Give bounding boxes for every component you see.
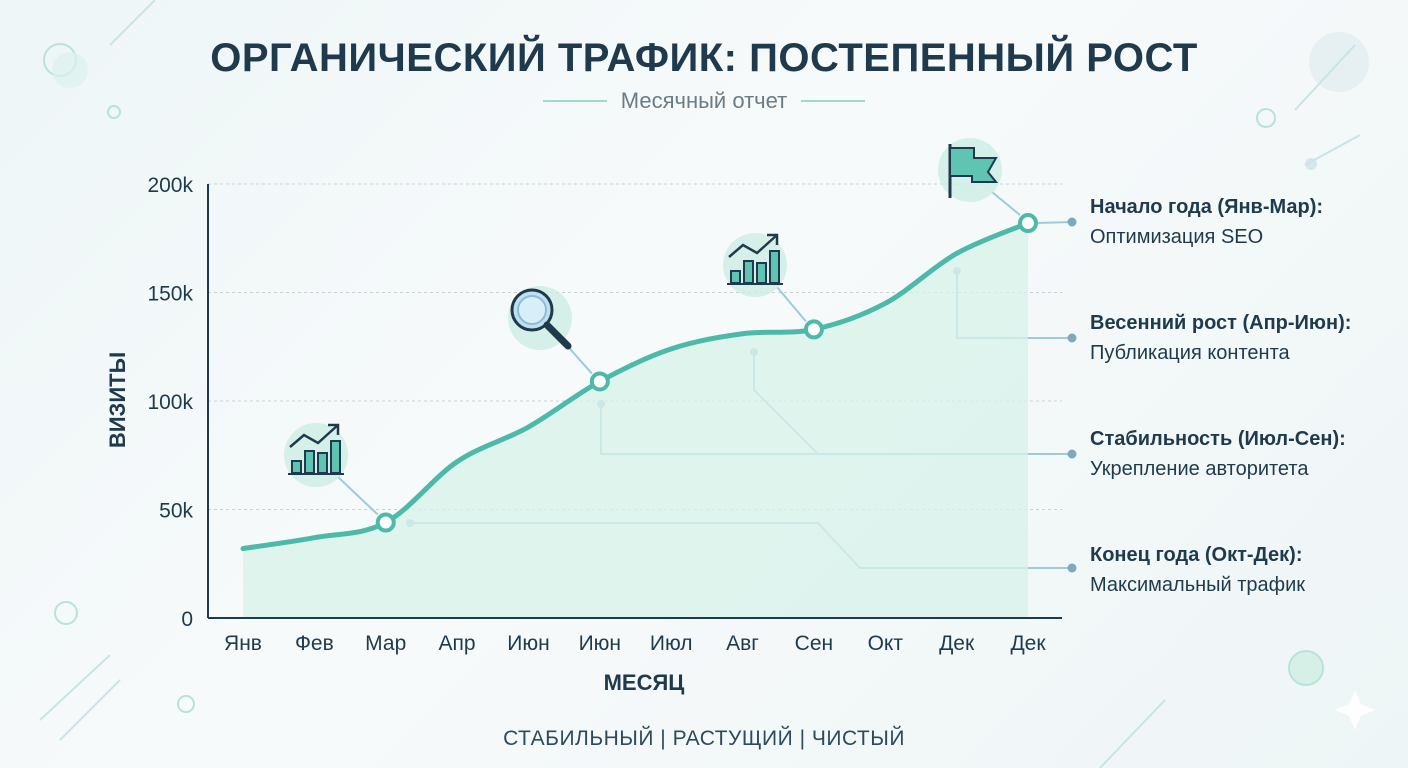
connector-end-dot — [1067, 217, 1077, 227]
icon-trend-line — [728, 234, 778, 258]
icon-bar — [317, 452, 328, 474]
connector-line — [1037, 221, 1073, 225]
icon-arrow-head — [328, 423, 340, 435]
magnifier-icon — [510, 288, 572, 350]
x-axis-title: МЕСЯЦ — [604, 670, 685, 695]
decor-line — [1294, 44, 1356, 111]
milestone-markers — [375, 213, 1038, 533]
icon-flag-cloth — [949, 147, 999, 183]
annotation-q1-head: Начало года (Янв-Мар): — [1090, 196, 1324, 218]
milestone-marker — [375, 512, 396, 533]
x-tick-label: Окт — [868, 632, 904, 655]
y-axis-title: ВИЗИТЫ — [105, 352, 130, 448]
subtitle-rule-right — [801, 100, 866, 102]
milestone-marker — [1018, 213, 1038, 234]
x-tick-label: Дек — [1010, 632, 1046, 655]
subtitle-row: Месячный отчет — [0, 88, 1408, 114]
chart-title: ОРГАНИЧЕСКИЙ ТРАФИК: ПОСТЕПЕННЫЙ РОСТ — [210, 36, 1198, 80]
icon-trend-line — [289, 424, 339, 448]
annotation-q4-desc: Максимальный трафик — [1090, 574, 1306, 596]
icon-lens-inner — [517, 295, 547, 325]
subtitle-rule-left — [542, 100, 607, 102]
annotation-q3-head: Стабильность (Июл-Сен): — [1090, 428, 1346, 450]
decor-line — [1304, 134, 1361, 166]
decor-circle — [107, 105, 121, 119]
annotation-q2: Весенний рост (Апр-Июн): Публикация конт… — [1090, 308, 1390, 368]
footer-tagline: СТАБИЛЬНЫЙ | РАСТУЩИЙ | ЧИСТЫЙ — [503, 727, 905, 750]
decor-circle — [54, 601, 78, 625]
connector-end-dot — [1067, 563, 1077, 573]
x-tick-label: Июл — [650, 632, 693, 655]
flag-icon — [948, 144, 999, 198]
icon-arrow-head — [767, 233, 779, 245]
x-tick-label: Авг — [726, 632, 759, 655]
milestone-marker — [803, 319, 824, 340]
y-tick-label: 0 — [181, 608, 193, 631]
decor-circle — [1256, 108, 1276, 128]
bar-chart-growth-icon — [727, 233, 783, 285]
decor-line — [39, 654, 111, 721]
x-tick-label: Сен — [795, 632, 833, 655]
icon-bar — [743, 260, 754, 284]
y-tick-labels: 0 50k 100k 150k 200k — [147, 174, 193, 631]
background-decorations — [39, 0, 1375, 768]
annotation-q1-desc: Оптимизация SEO — [1090, 226, 1264, 248]
traffic-area-fill — [243, 223, 1028, 618]
x-tick-label: Янв — [224, 632, 262, 655]
annotation-q1: Начало года (Янв-Мар): Оптимизация SEO — [1090, 192, 1390, 252]
sparkle-icon — [1335, 690, 1375, 730]
annotation-q3-desc: Укрепление авторитета — [1090, 458, 1309, 480]
decor-line — [1099, 699, 1166, 768]
milestone-icons — [284, 138, 1021, 516]
decor-circle — [1288, 650, 1324, 686]
annotation-q2-head: Весенний рост (Апр-Июн): — [1090, 312, 1352, 334]
connector-end-dot — [1067, 449, 1077, 459]
icon-bar — [291, 460, 302, 474]
icon-bar — [730, 270, 741, 284]
bar-chart-growth-icon — [288, 423, 344, 475]
annotation-q2-desc: Публикация контента — [1090, 342, 1290, 364]
x-tick-label: Дек — [939, 632, 975, 655]
icon-leader-line — [337, 476, 379, 516]
connector-end-dot — [1067, 333, 1077, 343]
decor-circle — [177, 695, 195, 713]
y-tick-label: 50k — [159, 500, 193, 523]
x-tick-label: Июн — [507, 632, 549, 655]
icon-bar — [304, 450, 315, 474]
x-tick-label: Июн — [579, 632, 621, 655]
annotation-q3: Стабильность (Июл-Сен): Укрепление автор… — [1090, 424, 1390, 484]
icon-leader-line — [776, 286, 807, 323]
decor-circle — [52, 52, 88, 88]
annotation-q4-head: Конец года (Окт-Дек): — [1090, 544, 1303, 566]
decor-line — [109, 0, 156, 46]
icon-bar — [769, 250, 780, 284]
annotation-q4: Конец года (Окт-Дек): Максимальный трафи… — [1090, 540, 1390, 600]
milestone-marker — [589, 371, 610, 392]
chart-axes — [207, 184, 1062, 619]
icon-handle — [543, 321, 572, 350]
x-tick-labels: Янв Фев Мар Апр Июн Июн Июл Авг Сен Окт Дек Дек — [224, 632, 1046, 655]
y-tick-label: 200k — [147, 174, 193, 197]
x-tick-label: Фев — [295, 632, 334, 655]
x-tick-label: Мар — [365, 632, 406, 655]
icon-bar — [756, 262, 767, 284]
decor-line — [59, 679, 121, 741]
chart-subtitle: Месячный отчет — [620, 88, 788, 113]
x-tick-label: Апр — [439, 632, 476, 655]
y-tick-label: 100k — [147, 391, 193, 414]
y-tick-label: 150k — [147, 283, 193, 306]
icon-leader-line — [991, 191, 1021, 216]
icon-bar — [330, 440, 341, 474]
